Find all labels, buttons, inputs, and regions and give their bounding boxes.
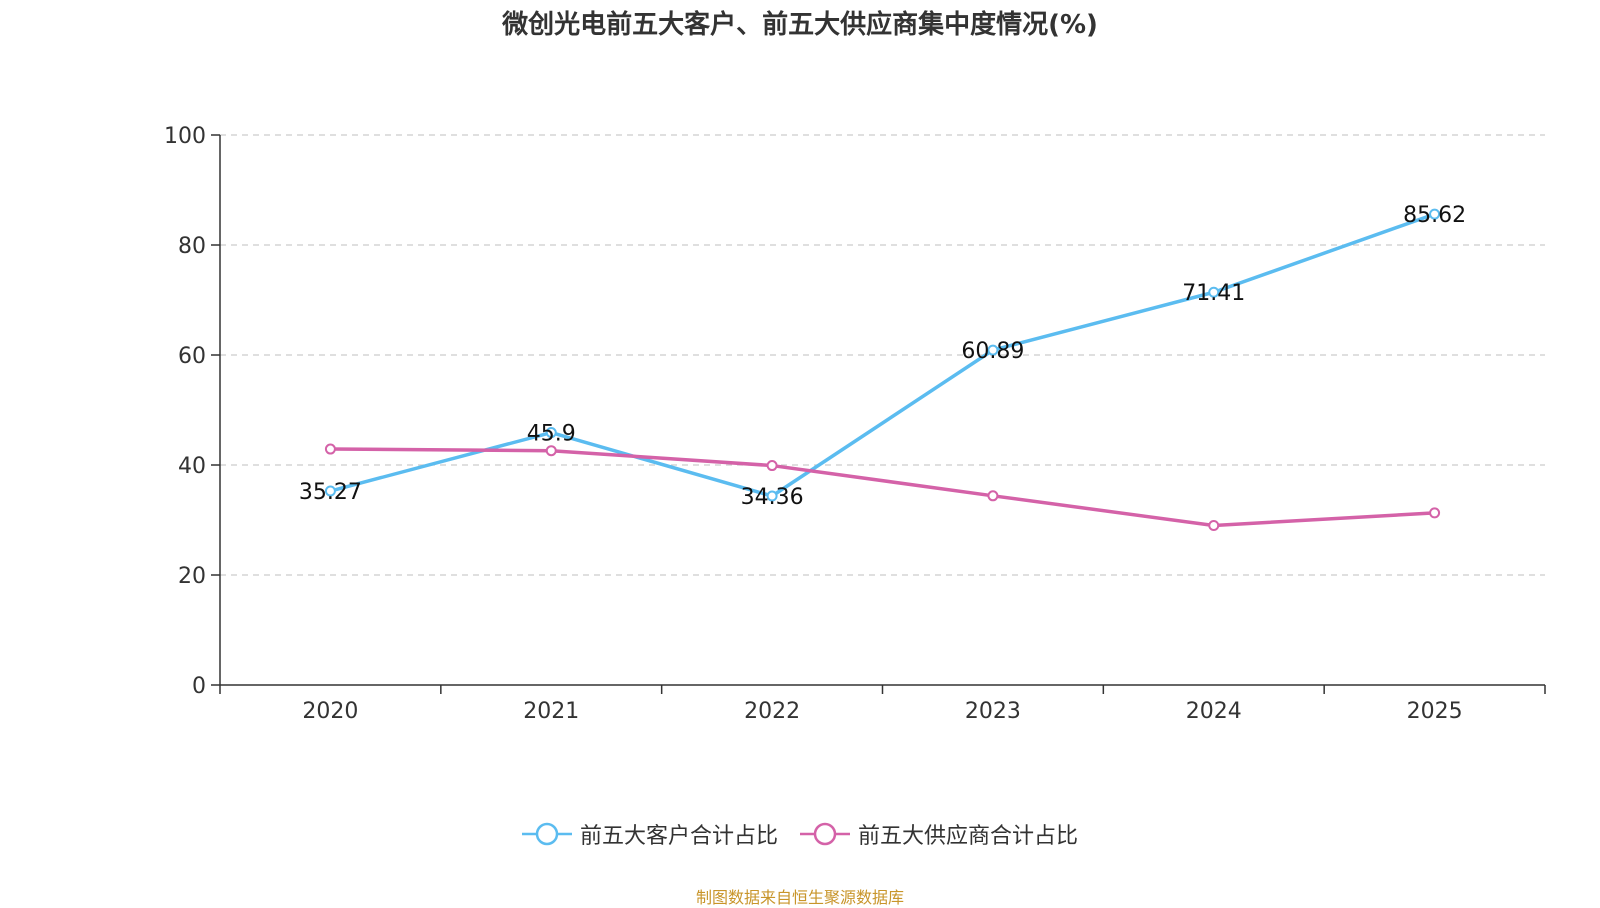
data-label: 60.89	[961, 339, 1024, 364]
data-point	[1429, 507, 1441, 519]
data-label: 85.62	[1403, 203, 1466, 228]
legend-line-circle-icon	[800, 822, 850, 846]
data-point	[987, 344, 999, 356]
data-point	[545, 445, 557, 457]
data-label: 45.9	[527, 422, 576, 447]
y-tick-label: 80	[178, 234, 206, 259]
series-line	[330, 447, 1435, 528]
data-point	[1208, 520, 1220, 531]
data-point	[766, 460, 778, 472]
x-tick-label: 2023	[965, 699, 1021, 724]
legend-label-suppliers: 前五大供应商合计占比	[858, 824, 1079, 849]
data-point	[766, 490, 778, 502]
y-tick-label: 60	[178, 344, 206, 369]
x-tick-label: 2025	[1407, 699, 1463, 724]
data-label: 71.41	[1182, 281, 1245, 306]
x-tick-label: 2022	[744, 699, 800, 724]
legend-line-circle-icon	[521, 822, 572, 846]
data-point	[545, 427, 557, 439]
source-footer: 制图数据来自恒生聚源数据库	[695, 888, 904, 907]
axes: 0 20 40 60 80 100 2020 2021 2022 2023 2024 2025	[164, 124, 1546, 724]
legend: 前五大客户合计占比 前五大供应商合计占比	[0, 818, 1600, 850]
gridlines	[220, 134, 1545, 576]
data-labels: 35.27 45.9 34.36 60.89 71.41 85.62	[299, 203, 1466, 510]
legend-label-customers: 前五大客户合计占比	[579, 824, 778, 849]
legend-item-customers[interactable]: 前五大客户合计占比	[521, 818, 778, 850]
x-tick-label: 2021	[523, 699, 579, 724]
x-tick-label: 2020	[302, 699, 358, 724]
data-label: 35.27	[299, 480, 362, 505]
y-tick-label: 20	[178, 564, 206, 589]
data-point	[1429, 208, 1441, 220]
data-point	[324, 443, 336, 455]
chart-title: 微创光电前五大客户、前五大供应商集中度情况(%)	[502, 10, 1098, 40]
x-tick-label: 2024	[1186, 699, 1242, 724]
y-tick-label: 40	[178, 454, 206, 479]
data-point	[324, 485, 336, 497]
y-tick-label: 0	[192, 674, 206, 699]
data-label: 34.36	[741, 485, 804, 510]
data-point	[1208, 286, 1220, 298]
series-line	[329, 212, 1436, 498]
series	[324, 208, 1441, 531]
line-chart: 0 20 40 60 80 100 2020 2021 2022 2023 2024 2025 35.…	[164, 124, 1546, 724]
data-point	[987, 490, 999, 502]
legend-item-suppliers[interactable]: 前五大供应商合计占比	[800, 818, 1078, 850]
y-tick-label: 100	[164, 124, 206, 149]
